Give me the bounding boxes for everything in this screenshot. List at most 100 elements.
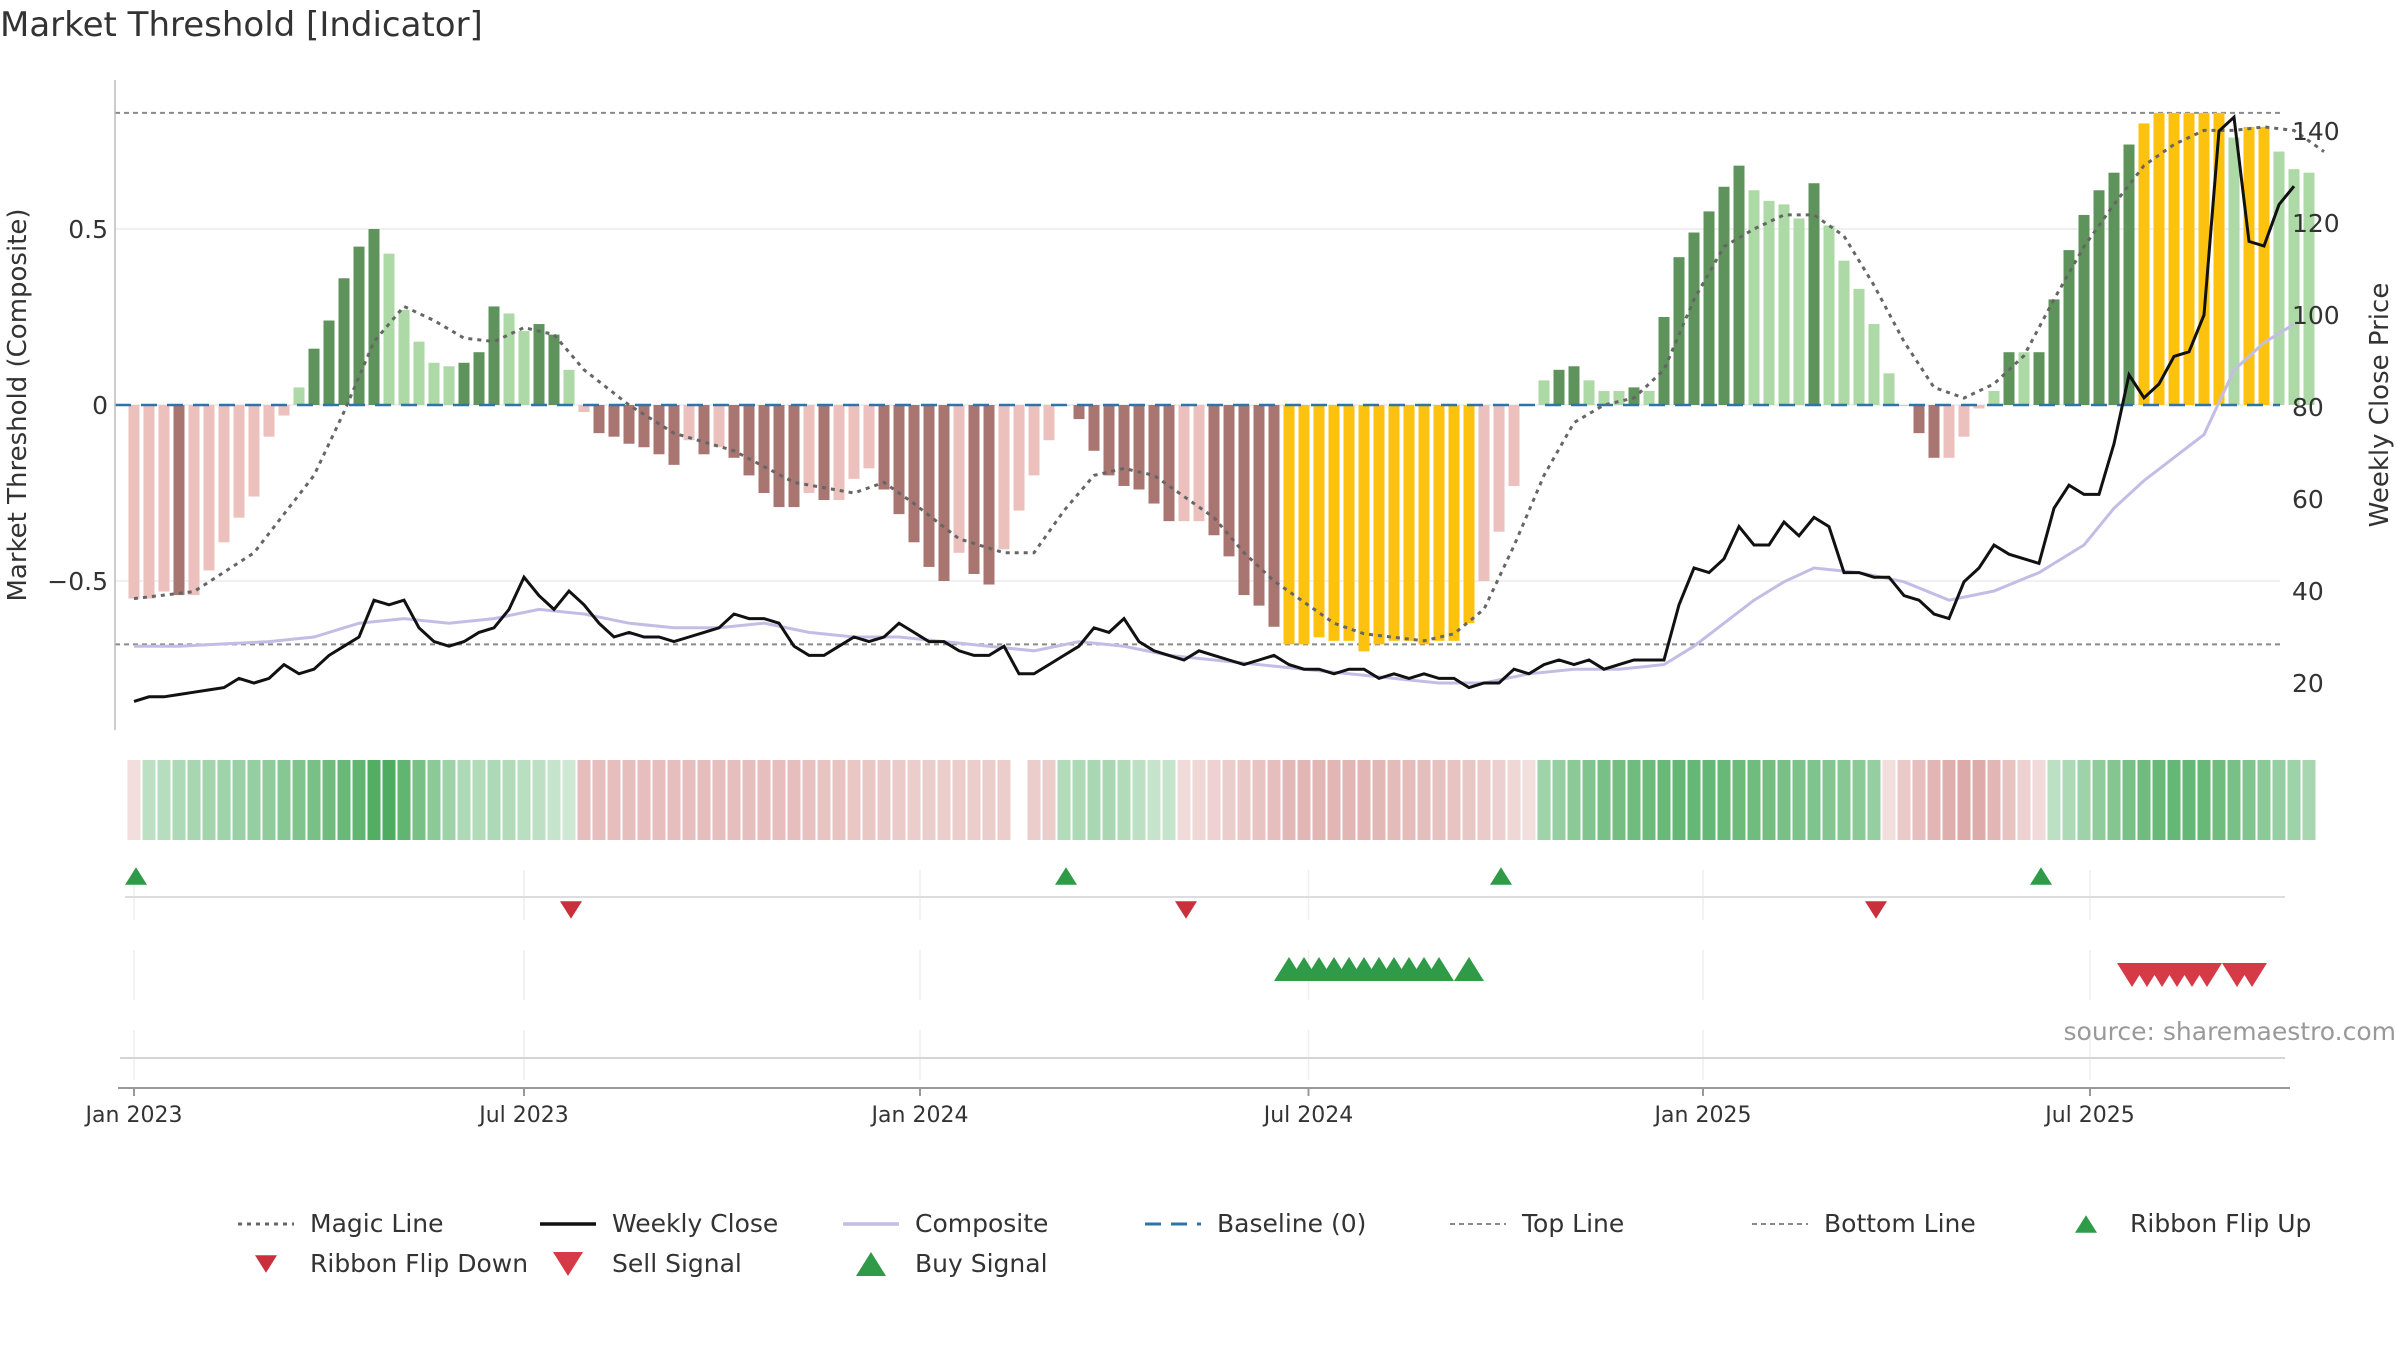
composite-bar [1838, 260, 1850, 405]
ribbon-cell [802, 760, 816, 840]
composite-bar [1238, 405, 1250, 596]
composite-bar [1103, 405, 1115, 476]
y-axis-label: Market Threshold (Composite) [3, 208, 33, 601]
composite-bar [278, 405, 290, 416]
ribbon-cell [982, 760, 996, 840]
composite-bar [1088, 405, 1100, 451]
ribbon-flip-up-marker [125, 867, 147, 885]
legend-item: Composite [843, 1209, 1048, 1238]
ribbon-cell [1687, 760, 1701, 840]
bars-layer [115, 112, 2315, 652]
ribbon-cell [457, 760, 471, 840]
ribbon-cell [562, 760, 576, 840]
ribbon-cell [1897, 760, 1911, 840]
ribbon-flip-up-marker [1055, 867, 1077, 885]
composite-bar [1478, 405, 1490, 581]
ribbon-cell [1777, 760, 1791, 840]
magic-line [133, 125, 2325, 643]
ribbon-cell [2167, 760, 2181, 840]
ribbon-cell [1177, 760, 1191, 840]
composite-bar [188, 405, 200, 596]
ribbon-cell [2002, 760, 2016, 840]
composite-bar [1433, 405, 1445, 641]
composite-bar [623, 405, 635, 444]
composite-bar [1703, 211, 1715, 405]
composite-bar [2213, 112, 2225, 405]
ribbon-cell [1537, 760, 1551, 840]
composite-bar [1613, 390, 1625, 405]
ribbon-cell [157, 760, 171, 840]
y2-tick-label: 120 [2292, 209, 2340, 238]
ribbon-cell [1327, 760, 1341, 840]
composite-bar [2048, 299, 2060, 405]
composite-bar [1448, 405, 1460, 641]
composite-bar [1403, 405, 1415, 641]
ribbon-cell [907, 760, 921, 840]
ribbon-cell [427, 760, 441, 840]
ribbon-cell [727, 760, 741, 840]
ribbon-cell [1492, 760, 1506, 840]
composite-bar [848, 405, 860, 479]
ribbon-cell [757, 760, 771, 840]
ribbon-cell [1567, 760, 1581, 840]
ribbon-cell [1357, 760, 1371, 840]
ribbon-cell [712, 760, 726, 840]
composite-bar [248, 405, 260, 497]
ribbon-cell [1102, 760, 1116, 840]
composite-bar [968, 405, 980, 574]
ribbon-cell [1702, 760, 1716, 840]
composite-bar [353, 246, 365, 405]
composite-bar [773, 405, 785, 508]
ribbon-cell [1282, 760, 1296, 840]
composite-bar [1133, 405, 1145, 490]
composite-bar [1418, 405, 1430, 645]
ribbon-cell [2287, 760, 2301, 840]
composite-bar [413, 341, 425, 405]
x-tick-label: Jan 2025 [1653, 1103, 1752, 1128]
composite-bar [2303, 172, 2315, 405]
composite-bar [593, 405, 605, 434]
composite-bar [1298, 405, 1310, 645]
ribbon-cell [382, 760, 396, 840]
ribbon-cell [967, 760, 981, 840]
legend-label: Baseline (0) [1217, 1209, 1366, 1238]
composite-bar [1973, 405, 1985, 409]
legend-item: Magic Line [238, 1209, 444, 1238]
ribbon-cell [577, 760, 591, 840]
ribbon-cell [1387, 760, 1401, 840]
composite-bar [1733, 165, 1745, 405]
composite-bar [2153, 112, 2165, 405]
ribbon-cell [532, 760, 546, 840]
signals-layer [120, 867, 2285, 1059]
sell-signal-marker [2192, 963, 2222, 987]
composite-bar [803, 405, 815, 493]
composite-bar [2123, 144, 2135, 405]
composite-bar [578, 405, 590, 413]
ribbon-cell [2092, 760, 2106, 840]
ribbon-cell [1372, 760, 1386, 840]
source-label: source: sharemaestro.com [2064, 1017, 2397, 1046]
legend-item: Weekly Close [540, 1209, 778, 1238]
ribbon-cell [817, 760, 831, 840]
composite-bar [1043, 405, 1055, 441]
y2-tick-label: 140 [2292, 117, 2340, 146]
y2-tick-label: 60 [2292, 485, 2324, 514]
ribbon-cell [1957, 760, 1971, 840]
ribbon-cell [1747, 760, 1761, 840]
composite-bar [698, 405, 710, 455]
ribbon-cell [622, 760, 636, 840]
ribbon-cell [1882, 760, 1896, 840]
buy-signal-marker [1424, 957, 1454, 981]
composite-bar [1253, 405, 1265, 606]
ribbon-cell [847, 760, 861, 840]
composite-bar [683, 405, 695, 441]
x-tick-label: Jul 2025 [2043, 1103, 2135, 1128]
composite-bar [443, 366, 455, 405]
composite-bar [713, 405, 725, 448]
legend-label: Bottom Line [1824, 1209, 1976, 1238]
ribbon-cell [952, 760, 966, 840]
legend-label: Magic Line [310, 1209, 444, 1238]
ribbon-cell [832, 760, 846, 840]
